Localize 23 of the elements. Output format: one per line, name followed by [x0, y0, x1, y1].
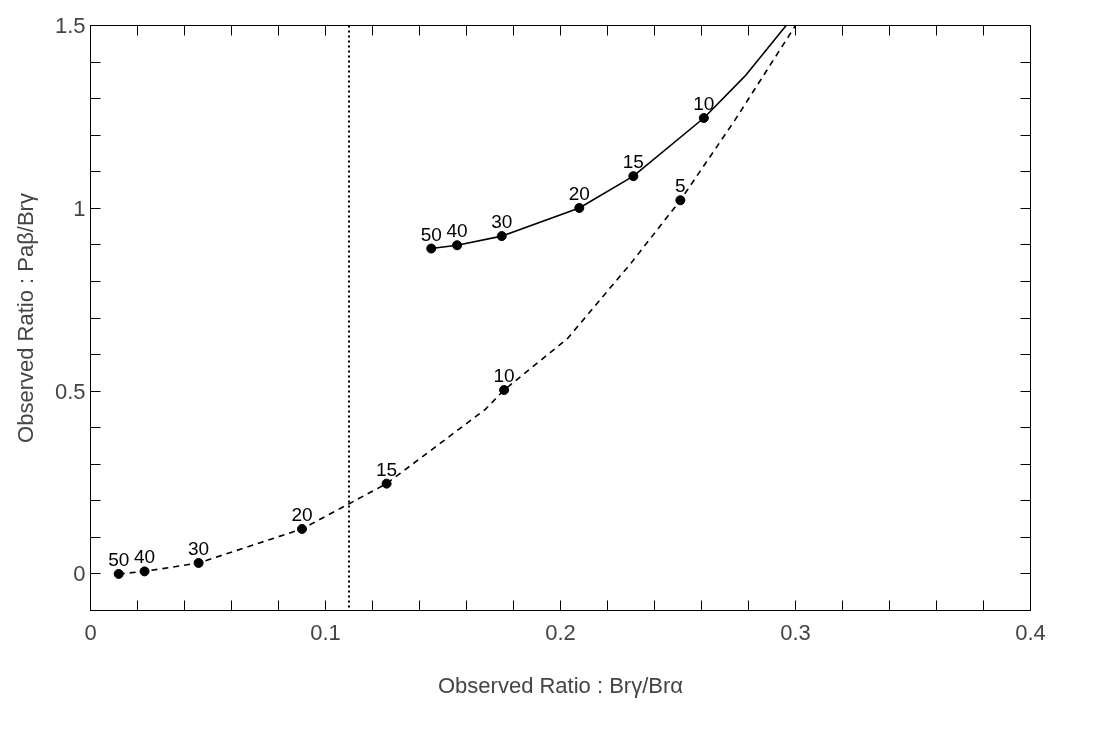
y-tick-label: 0 [73, 561, 86, 587]
x-tick-label: 0.4 [1015, 619, 1046, 645]
annotation: 10 [493, 365, 515, 387]
annotation: 40 [446, 220, 468, 242]
x-axis-title: Observed Ratio : Brγ/Brα [437, 672, 684, 698]
x-tick-label: 0.1 [310, 619, 341, 645]
annotation: 10 [693, 93, 715, 114]
y-tick-label: 1.5 [54, 13, 86, 38]
annotation: 15 [622, 151, 644, 173]
y-axis-title: Observed Ratio : Paβ/Brγ [12, 193, 38, 443]
annotation: 40 [133, 546, 156, 568]
annotation: 15 [376, 458, 398, 480]
annotation: 50 [420, 223, 442, 245]
annotation: 30 [188, 537, 210, 559]
annotation: 30 [491, 211, 513, 233]
x-tick-label: 0.2 [545, 619, 576, 645]
annotation: 50 [108, 548, 130, 570]
annotation: 20 [291, 503, 313, 525]
x-tick-label: 0.3 [780, 619, 811, 645]
y-tick-label: 0.5 [54, 378, 86, 404]
annotation: 5 [675, 175, 686, 197]
y-tick-label: 1 [73, 195, 86, 221]
annotation: 20 [568, 182, 590, 204]
